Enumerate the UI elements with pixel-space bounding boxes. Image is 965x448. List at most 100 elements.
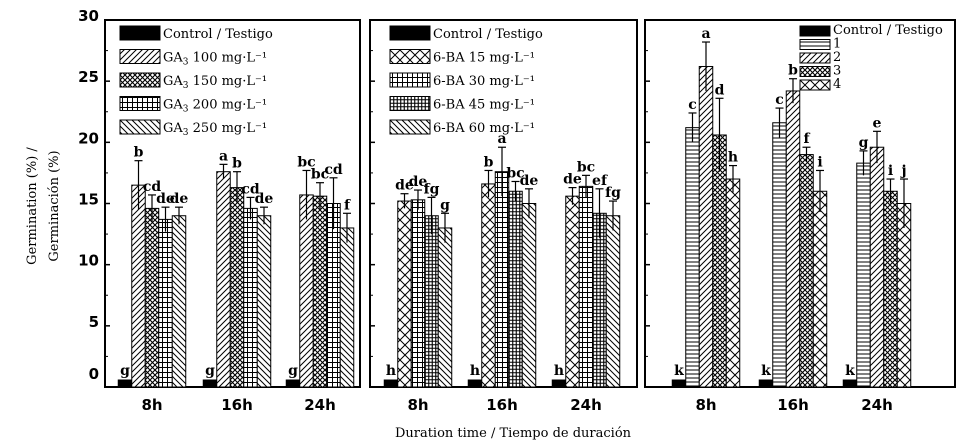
bar [481, 183, 496, 388]
bar [285, 379, 301, 388]
bar [758, 379, 774, 388]
legend-label: 1 [833, 37, 841, 52]
legend-label: 6-BA 30 mg·L⁻¹ [433, 74, 535, 89]
y-tick-label: 20 [78, 129, 99, 147]
legend-label-name: Control / Testigo [833, 23, 943, 38]
bar [117, 379, 133, 388]
legend-label-name: 3 [833, 64, 841, 79]
legend-label: Control / Testigo [163, 27, 273, 42]
bar [869, 146, 885, 388]
legend-label-subscript: 3 [183, 81, 189, 91]
bar [508, 190, 523, 388]
legend-label-suffix: 250 mg·L⁻¹ [189, 121, 268, 136]
x-tick-label: 8h [695, 396, 716, 414]
significance-letter: g [440, 197, 450, 213]
legend-label-name: Control / Testigo [163, 27, 273, 42]
significance-letter: k [761, 363, 771, 379]
x-tick-label: 8h [407, 396, 428, 414]
legend-swatch [119, 25, 161, 41]
significance-letter: c [775, 92, 784, 108]
legend-label: GA3 250 mg·L⁻¹ [163, 121, 267, 138]
significance-letter: f [803, 131, 810, 147]
legend-label: Control / Testigo [833, 23, 943, 38]
x-tick-label: 24h [861, 396, 893, 414]
legend-swatch [389, 25, 431, 41]
legend-swatch [389, 119, 431, 135]
x-tick-label: 24h [304, 396, 336, 414]
legend-label-name: 6-BA 15 mg·L⁻¹ [433, 51, 535, 66]
panel-6-ba: 8hhdedefgg16hhbabcde24hhdebceffgControl … [369, 19, 638, 414]
significance-letter: de [170, 191, 189, 207]
bar [158, 218, 173, 388]
significance-letter: bc [297, 154, 315, 170]
bar [772, 122, 787, 388]
significance-letter: a [219, 148, 228, 164]
bar [397, 200, 412, 388]
significance-letter: e [873, 115, 882, 131]
bar [312, 195, 328, 388]
bar [799, 154, 814, 388]
legend-label-name: 6-BA 45 mg·L⁻¹ [433, 98, 535, 113]
legend-label-name: GA [163, 98, 183, 113]
significance-letter: cd [143, 179, 162, 195]
significance-letter: de [255, 191, 274, 207]
legend-swatch [389, 96, 431, 111]
legend-label-subscript: 3 [183, 105, 189, 115]
legend-label-name: Control / Testigo [433, 27, 543, 42]
legend-label: 6-BA 15 mg·L⁻¹ [433, 51, 535, 66]
legend-label: 2 [833, 50, 841, 65]
legend-label-name: GA [163, 74, 183, 89]
legend-swatch [119, 96, 161, 111]
significance-letter: de [409, 174, 428, 190]
legend-swatch [389, 49, 431, 64]
bar [842, 379, 858, 388]
significance-letter: cd [324, 162, 343, 178]
significance-letter: h [554, 363, 564, 379]
significance-letter: de [395, 178, 414, 194]
bar [171, 215, 187, 388]
significance-letter: c [688, 97, 697, 113]
significance-letter: g [120, 363, 130, 379]
legend-label-name: 6-BA 30 mg·L⁻¹ [433, 74, 535, 89]
legend-swatch [119, 119, 161, 135]
x-tick-label: 16h [221, 396, 253, 414]
legend-label: GA3 200 mg·L⁻¹ [163, 98, 267, 115]
legend-label-suffix: 150 mg·L⁻¹ [189, 74, 268, 89]
significance-letter: b [232, 156, 242, 172]
bar [785, 90, 801, 388]
significance-letter: h [728, 150, 738, 166]
bar [551, 379, 567, 388]
legend-label-name: 2 [833, 50, 841, 65]
y-tick-label: 15 [78, 191, 99, 209]
x-tick-label: 24h [570, 396, 602, 414]
legend-swatch [799, 39, 831, 50]
legend-label: Control / Testigo [433, 27, 543, 42]
legend-label: GA3 100 mg·L⁻¹ [163, 51, 267, 68]
significance-letter: b [134, 145, 144, 161]
legend-label-name: 6-BA 60 mg·L⁻¹ [433, 121, 535, 136]
legend-swatch [119, 72, 161, 88]
significance-letter: b [788, 63, 798, 79]
bar [410, 199, 426, 388]
legend-label: 6-BA 45 mg·L⁻¹ [433, 98, 535, 113]
y-tick-label: 10 [78, 252, 99, 270]
legend-label-suffix: 200 mg·L⁻¹ [189, 98, 268, 113]
bar [202, 379, 218, 388]
significance-letter: j [899, 163, 906, 179]
x-tick-label: 16h [486, 396, 518, 414]
significance-letter: k [674, 363, 684, 379]
bar [812, 190, 828, 388]
significance-letter: d [715, 82, 725, 98]
y-tick-label: 25 [78, 68, 99, 86]
bar [883, 190, 898, 388]
significance-letter: i [817, 154, 822, 170]
legend-swatch [799, 79, 831, 91]
bar [299, 194, 314, 388]
legend-label-suffix: 100 mg·L⁻¹ [189, 51, 268, 66]
significance-letter: b [484, 154, 494, 170]
legend-label-name: GA [163, 51, 183, 66]
y-tick-label: 5 [89, 313, 99, 331]
